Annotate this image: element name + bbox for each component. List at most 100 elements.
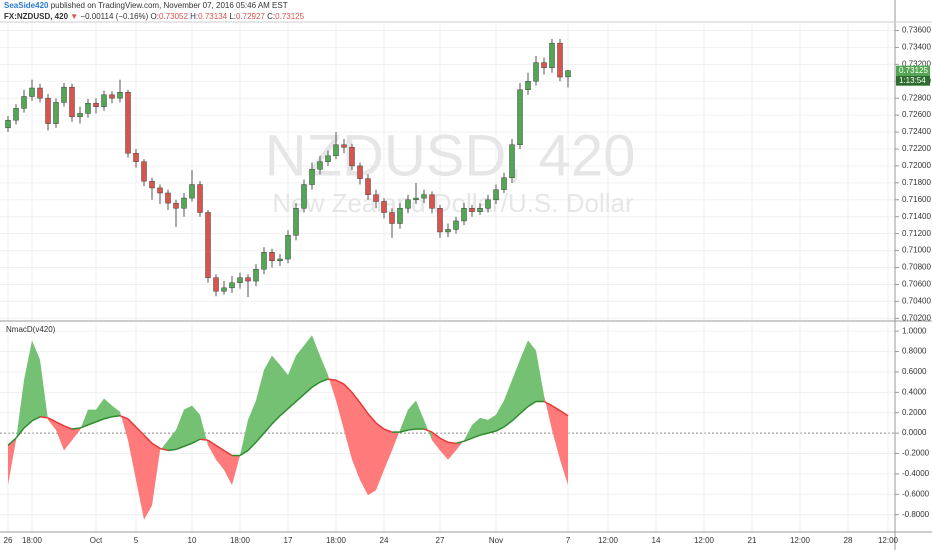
signal-line bbox=[207, 439, 217, 446]
signal-line bbox=[527, 400, 537, 408]
last-price-label: 0.73125 bbox=[899, 66, 928, 75]
histogram-fill bbox=[360, 402, 368, 496]
signal-line bbox=[135, 426, 145, 436]
x-tick-label: 12:00 bbox=[598, 536, 619, 545]
y-tick-label: 0.72400 bbox=[902, 127, 931, 136]
histogram-fill bbox=[16, 380, 24, 441]
histogram-fill bbox=[24, 340, 32, 429]
candle-body bbox=[533, 62, 539, 82]
candle-body bbox=[509, 144, 515, 179]
signal-line bbox=[127, 418, 137, 428]
signal-line bbox=[351, 391, 361, 403]
signal-line bbox=[447, 441, 457, 445]
histogram-fill bbox=[504, 380, 512, 427]
histogram-fill bbox=[184, 405, 192, 447]
histogram-fill bbox=[240, 419, 248, 456]
y-tick-label: 0.71000 bbox=[902, 246, 931, 255]
candle-body bbox=[165, 192, 171, 204]
histogram-fill bbox=[328, 375, 336, 401]
candle-body bbox=[285, 235, 291, 260]
histogram-fill bbox=[96, 398, 104, 422]
change: −0.00114 (−0.16%) bbox=[80, 12, 148, 21]
candle-body bbox=[85, 103, 91, 114]
marks bbox=[5, 38, 571, 520]
y2-tick-label: 0.2000 bbox=[902, 408, 927, 417]
histogram-fill bbox=[392, 430, 400, 451]
ohlc-value: 0.73052 bbox=[159, 12, 188, 21]
candle-body bbox=[37, 87, 43, 99]
signal-line bbox=[487, 430, 497, 434]
signal-line bbox=[103, 416, 113, 420]
indicator-title: NmacD(v420) bbox=[6, 325, 56, 334]
signal-line bbox=[287, 400, 297, 410]
signal-line bbox=[111, 415, 121, 418]
histogram-fill bbox=[280, 364, 288, 416]
histogram-fill bbox=[200, 414, 208, 446]
candle-body bbox=[245, 277, 251, 282]
histogram-fill bbox=[72, 428, 80, 441]
histogram-fill bbox=[40, 359, 48, 420]
symbol: FX:NZDUSD, 420 bbox=[4, 12, 69, 21]
histogram-fill bbox=[560, 410, 568, 486]
signal-line bbox=[175, 445, 185, 451]
watermark-subtitle: New Zealand Dollar/U.S. Dollar bbox=[272, 188, 634, 218]
signal-line bbox=[119, 415, 129, 420]
x-tick-label: 14 bbox=[652, 536, 661, 545]
ohlc-value: 0.73125 bbox=[275, 12, 304, 21]
signal-line bbox=[327, 378, 337, 381]
histogram-fill bbox=[288, 355, 296, 409]
signal-line bbox=[279, 408, 289, 417]
y-tick-label: 0.71200 bbox=[902, 229, 931, 238]
candle-body bbox=[101, 94, 107, 107]
x-tick-label: 10 bbox=[188, 536, 197, 545]
candle-body bbox=[357, 165, 363, 179]
signal-line bbox=[303, 386, 313, 395]
change-arrow: ▼ bbox=[70, 12, 78, 21]
y-tick-label: 0.73600 bbox=[902, 26, 931, 35]
ohlc-value: 0.72927 bbox=[236, 12, 265, 21]
candle-body bbox=[181, 197, 187, 209]
candle-body bbox=[13, 108, 19, 121]
candle-body bbox=[269, 252, 275, 261]
signal-line bbox=[335, 379, 345, 385]
candle-body bbox=[253, 268, 259, 282]
histogram-fill bbox=[376, 422, 384, 491]
candle-body bbox=[365, 178, 371, 195]
signal-line bbox=[247, 441, 257, 451]
candle-body bbox=[421, 194, 427, 199]
candle-body bbox=[565, 70, 571, 78]
signal-line bbox=[383, 428, 393, 433]
y2-tick-label: -0.6000 bbox=[902, 489, 930, 498]
author[interactable]: SeaSide420 bbox=[4, 1, 49, 10]
candle-body bbox=[197, 184, 203, 213]
ohlc-label: L: bbox=[229, 12, 236, 21]
candle-body bbox=[149, 180, 155, 189]
x-tick-label: 26 bbox=[4, 536, 13, 545]
candle-body bbox=[469, 208, 475, 212]
histogram-fill bbox=[496, 400, 504, 432]
candle-body bbox=[261, 252, 267, 270]
signal-line bbox=[455, 440, 465, 445]
histogram-fill bbox=[64, 425, 72, 451]
histogram-fill bbox=[272, 355, 280, 424]
signal-line bbox=[23, 420, 33, 429]
histogram-fill bbox=[192, 405, 200, 444]
histogram-fill bbox=[56, 421, 64, 451]
x-tick-label: 28 bbox=[844, 536, 853, 545]
signal-line bbox=[471, 434, 481, 439]
y2-tick-label: -0.8000 bbox=[902, 510, 930, 519]
histogram-fill bbox=[344, 384, 352, 460]
histogram-fill bbox=[168, 430, 176, 451]
signal-line bbox=[7, 437, 17, 446]
y-tick-label: 0.72200 bbox=[902, 144, 931, 153]
histogram-fill bbox=[400, 409, 408, 433]
candle-body bbox=[189, 184, 195, 199]
candle-body bbox=[485, 199, 491, 209]
signal-line bbox=[511, 413, 521, 422]
x-tick-label: 7 bbox=[566, 536, 571, 545]
candle-body bbox=[141, 161, 147, 182]
candle-body bbox=[133, 152, 139, 162]
candle-body bbox=[213, 277, 219, 292]
histogram-fill bbox=[312, 335, 320, 388]
